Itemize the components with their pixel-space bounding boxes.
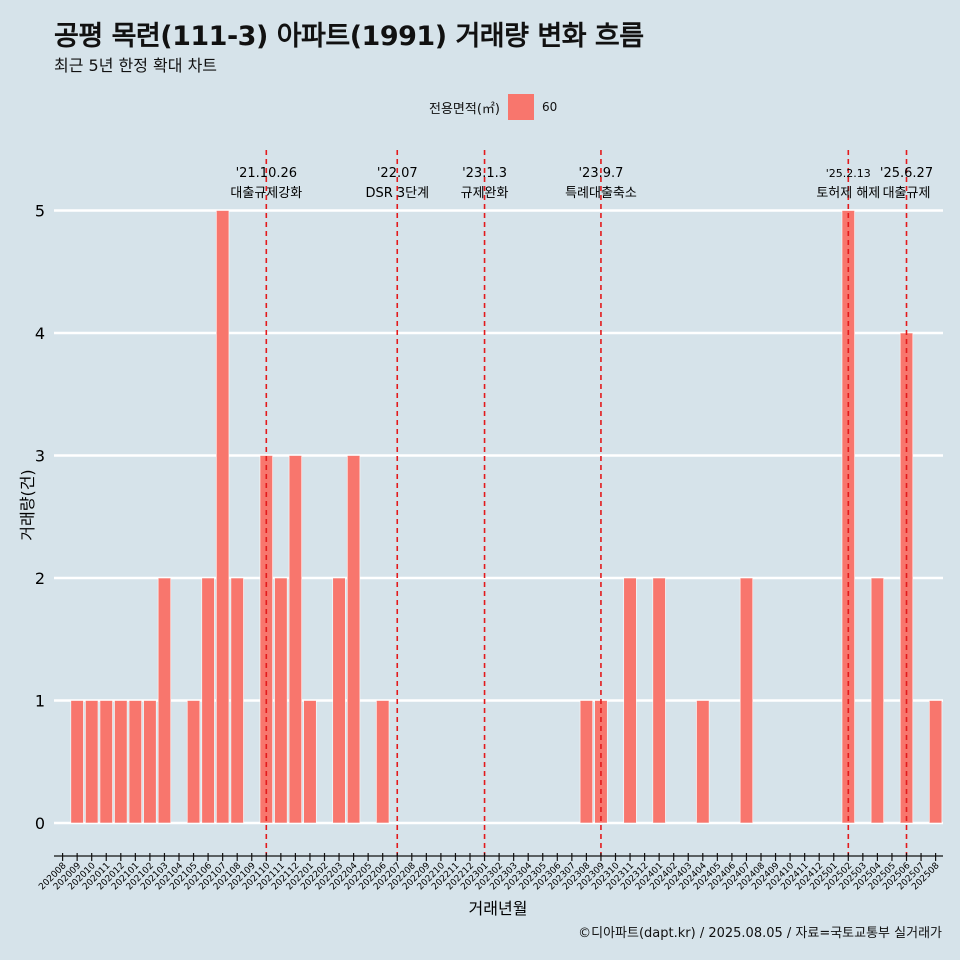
y-tick-label: 4	[35, 324, 45, 343]
x-axis-title: 거래년월	[469, 899, 528, 918]
bar	[841, 210, 855, 824]
bar	[85, 700, 99, 824]
legend: 전용면적(㎡) 60	[429, 94, 557, 120]
y-axis-title: 거래량(건)	[18, 469, 37, 540]
event-date-label: '21.10.26	[236, 166, 297, 181]
chart-subtitle: 최근 5년 한정 확대 차트	[54, 56, 218, 75]
event-date-label: '25.2.13	[826, 167, 871, 180]
event-date-label: '25.6.27	[880, 166, 933, 181]
bar	[332, 577, 346, 824]
bar	[186, 700, 201, 824]
event-label: 토허제 해제	[816, 186, 880, 201]
bar	[579, 700, 593, 824]
event-label: DSR 3단계	[365, 186, 429, 201]
event-date-label: '23.1.3	[462, 166, 507, 181]
bar	[346, 455, 361, 824]
bar	[230, 577, 244, 824]
bar	[623, 577, 637, 824]
event-label: 대출규제	[883, 186, 931, 201]
bar	[652, 577, 666, 824]
bar	[157, 577, 172, 824]
bar	[870, 577, 884, 824]
legend-item-label: 60	[541, 100, 558, 114]
event-date-label: '23.9.7	[578, 166, 623, 181]
y-tick-label: 0	[35, 814, 45, 833]
legend-title: 전용면적(㎡)	[429, 101, 500, 117]
event-label: 대출규제강화	[230, 186, 302, 201]
y-tick-label: 1	[35, 692, 45, 711]
bar	[928, 700, 943, 824]
bar	[739, 577, 754, 824]
bar	[143, 700, 157, 824]
y-tick-label: 5	[35, 202, 45, 221]
event-date-label: '22.07	[377, 166, 418, 181]
bar	[288, 455, 303, 824]
bar	[376, 700, 390, 824]
bar	[99, 700, 113, 824]
y-tick-label: 3	[35, 447, 45, 466]
y-tick-label: 2	[35, 569, 45, 588]
bar	[303, 700, 317, 824]
event-label: 특례대출축소	[565, 186, 637, 201]
chart-title: 공평 목련(111-3) 아파트(1991) 거래량 변화 흐름	[54, 21, 644, 52]
source-caption: ©디아파트(dapt.kr) / 2025.08.05 / 자료=국토교통부 실…	[578, 926, 942, 941]
event-markers: '21.10.26 대출규제강화 '22.07 DSR 3단계 '23.1.3 규제완화 '…	[230, 150, 933, 856]
bar	[70, 700, 84, 824]
bar	[274, 577, 288, 824]
bar	[201, 577, 215, 824]
bars	[70, 210, 943, 824]
bar	[114, 700, 128, 824]
event-label: 규제완화	[461, 186, 509, 201]
bar	[128, 700, 142, 824]
bar	[216, 210, 230, 824]
legend-key	[507, 94, 534, 120]
bar	[696, 700, 710, 824]
